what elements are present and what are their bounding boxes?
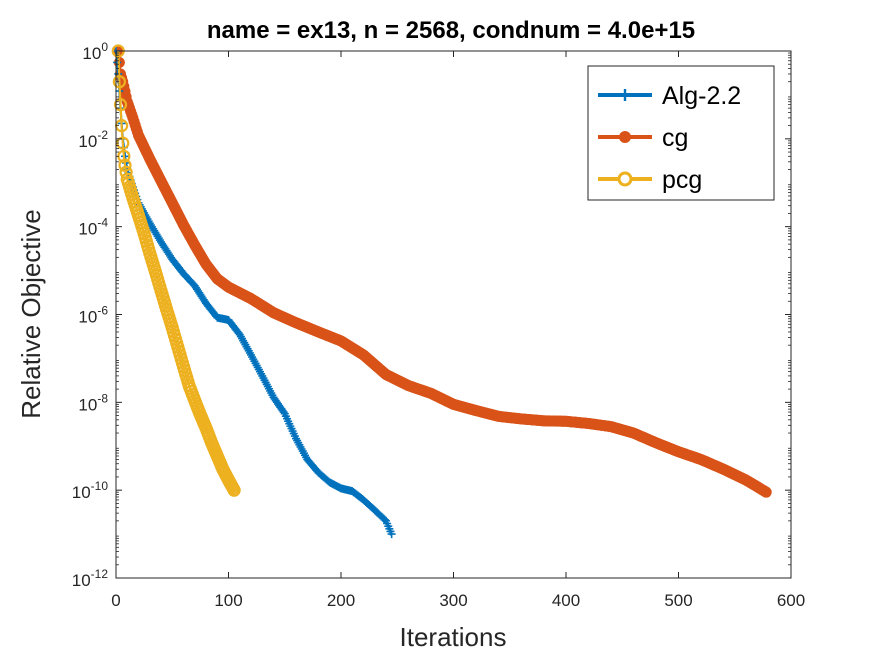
legend-marker-pcg (617, 171, 633, 187)
y-tick-label: 10-10 (72, 479, 109, 502)
data-point-pcg (227, 483, 241, 497)
plot-area (111, 44, 772, 539)
y-tick-label: 10-4 (78, 216, 108, 239)
series-alg-2-2 (112, 47, 396, 539)
y-axis-label: Relative Objective (16, 209, 46, 419)
legend-marker-alg-2-2 (619, 89, 631, 101)
series-pcg (111, 44, 241, 497)
data-point-pcg (113, 98, 128, 112)
data-point-pcg (118, 158, 132, 172)
legend-label-cg: cg (662, 124, 688, 152)
x-tick-label: 400 (552, 591, 580, 610)
legend-item-alg-2-2: Alg-2.2 (598, 82, 741, 110)
legend-item-pcg: pcg (598, 166, 702, 194)
y-tick-label: 10-2 (78, 128, 108, 151)
x-axis-label: Iterations (400, 622, 507, 652)
y-tick-label: 10-6 (78, 304, 108, 327)
legend-item-cg: cg (598, 124, 688, 152)
data-point-alg-2-2 (387, 530, 396, 539)
series-cg (112, 45, 772, 498)
legend: Alg-2.2 cg pcg (587, 65, 775, 201)
x-tick-label: 600 (777, 591, 805, 610)
y-tick-label: 10-12 (72, 567, 109, 590)
y-tick-label: 100 (82, 40, 108, 63)
legend-label-pcg: pcg (662, 166, 702, 194)
data-point-pcg (112, 75, 126, 89)
data-point-alg-2-2 (279, 408, 288, 417)
legend-marker-cg (619, 131, 631, 143)
chart-title: name = ex13, n = 2568, condnum = 4.0e+15 (207, 17, 695, 44)
legend-label-alg-2-2: Alg-2.2 (662, 82, 741, 110)
x-tick-label: 500 (664, 591, 692, 610)
x-tick-label: 200 (327, 591, 355, 610)
ticks: 0 100 200 300 400 500 600 100 10-2 10-4 10-6 10-8 10… (72, 40, 805, 610)
y-tick-label: 10-8 (78, 391, 108, 414)
x-tick-label: 100 (214, 591, 242, 610)
data-point-cg (760, 486, 772, 498)
x-tick-label: 0 (111, 591, 120, 610)
x-tick-label: 300 (439, 591, 467, 610)
